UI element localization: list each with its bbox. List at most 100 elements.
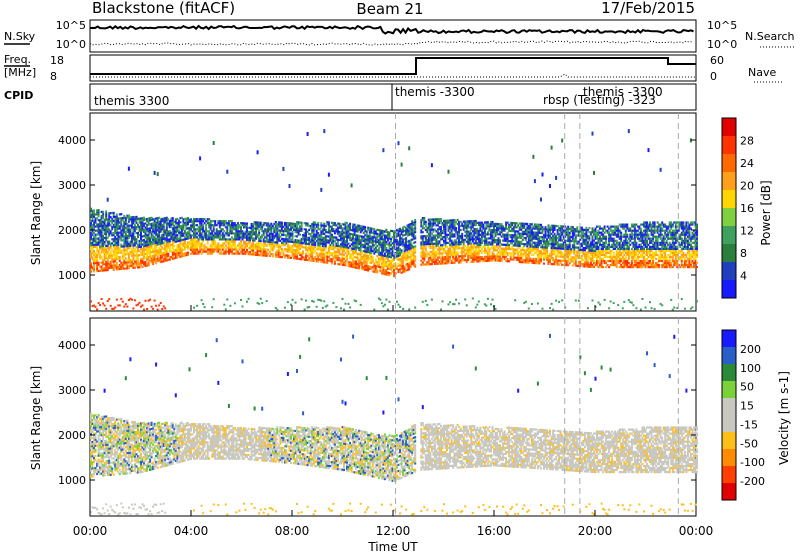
range-cell [176, 217, 179, 221]
range-cell [238, 244, 241, 247]
range-cell [183, 246, 186, 249]
range-cell [371, 244, 374, 247]
range-cell [459, 259, 462, 262]
range-cell [159, 222, 162, 225]
range-cell [285, 236, 288, 239]
range-cell [106, 262, 109, 266]
range-cell [176, 238, 179, 241]
range-cell [462, 224, 465, 227]
range-cell [93, 225, 95, 228]
range-cell [168, 250, 171, 253]
range-cell [199, 232, 202, 235]
range-cell [421, 249, 424, 252]
range-cell [370, 265, 373, 269]
range-cell [427, 238, 430, 242]
range-cell [329, 225, 332, 228]
range-cell [135, 228, 138, 231]
range-cell [480, 233, 483, 236]
range-cell [164, 245, 167, 248]
range-cell [244, 244, 247, 247]
range-cell [261, 230, 264, 233]
range-cell [282, 244, 285, 247]
range-cell [517, 252, 520, 255]
range-cell [240, 242, 242, 245]
range-cell [432, 256, 435, 259]
range-cell [402, 226, 405, 229]
range-cell [174, 236, 177, 239]
range-cell [296, 245, 298, 248]
range-cell [499, 259, 502, 262]
range-cell [305, 222, 308, 225]
range-cell [364, 264, 367, 267]
range-cell [465, 234, 468, 237]
range-cell [165, 218, 168, 221]
range-cell [306, 132, 309, 136]
range-cell [258, 247, 261, 251]
range-cell [158, 259, 161, 262]
range-cell [449, 253, 452, 256]
range-cell [393, 242, 395, 245]
range-cell [350, 229, 353, 232]
range-cell [165, 247, 168, 250]
range-cell [252, 253, 255, 256]
range-cell [364, 254, 367, 257]
range-cell [159, 218, 162, 221]
range-cell [452, 257, 455, 260]
range-cell [291, 232, 294, 235]
range-cell [103, 263, 106, 266]
range-cell [123, 225, 126, 228]
range-cell [252, 229, 255, 232]
range-cell [132, 244, 135, 247]
range-cell [456, 235, 459, 238]
range-cell [497, 227, 500, 230]
range-cell [211, 306, 214, 309]
range-cell [515, 222, 518, 225]
range-cell [461, 224, 464, 227]
range-cell [441, 256, 444, 259]
range-cell [109, 252, 112, 255]
range-cell [314, 243, 317, 246]
range-cell [103, 259, 106, 262]
range-cell [503, 253, 506, 256]
range-cell [223, 250, 226, 253]
range-cell [511, 258, 514, 261]
range-cell [458, 231, 461, 234]
range-cell [435, 250, 438, 253]
cpid-label: CPID [4, 89, 33, 102]
range-cell [326, 251, 329, 254]
range-cell [296, 231, 298, 234]
range-cell [105, 248, 108, 252]
range-cell [441, 230, 444, 233]
range-cell [153, 250, 156, 253]
range-cell [330, 258, 333, 261]
range-cell [346, 234, 348, 237]
range-cell [400, 257, 403, 260]
range-cell [338, 257, 341, 260]
range-cell [262, 242, 265, 245]
range-cell [155, 260, 158, 263]
range-cell [506, 252, 509, 255]
range-cell [502, 239, 505, 242]
range-cell [312, 225, 315, 228]
range-cell [153, 258, 156, 261]
range-cell [180, 230, 183, 234]
range-cell [230, 244, 233, 247]
range-cell [96, 209, 99, 212]
range-cell [438, 262, 441, 265]
range-cell [102, 235, 105, 238]
range-cell [91, 223, 94, 226]
range-cell [90, 270, 92, 273]
range-cell [362, 225, 365, 228]
range-cell [117, 257, 120, 261]
range-cell [109, 242, 112, 245]
range-cell [179, 231, 182, 234]
range-cell [340, 247, 342, 250]
range-cell [473, 224, 476, 227]
range-cell [117, 237, 120, 240]
range-cell [391, 236, 394, 239]
range-cell [102, 220, 105, 223]
range-cell [108, 228, 111, 231]
range-cell [376, 251, 379, 254]
range-cell [103, 220, 106, 223]
range-cell [485, 233, 488, 236]
